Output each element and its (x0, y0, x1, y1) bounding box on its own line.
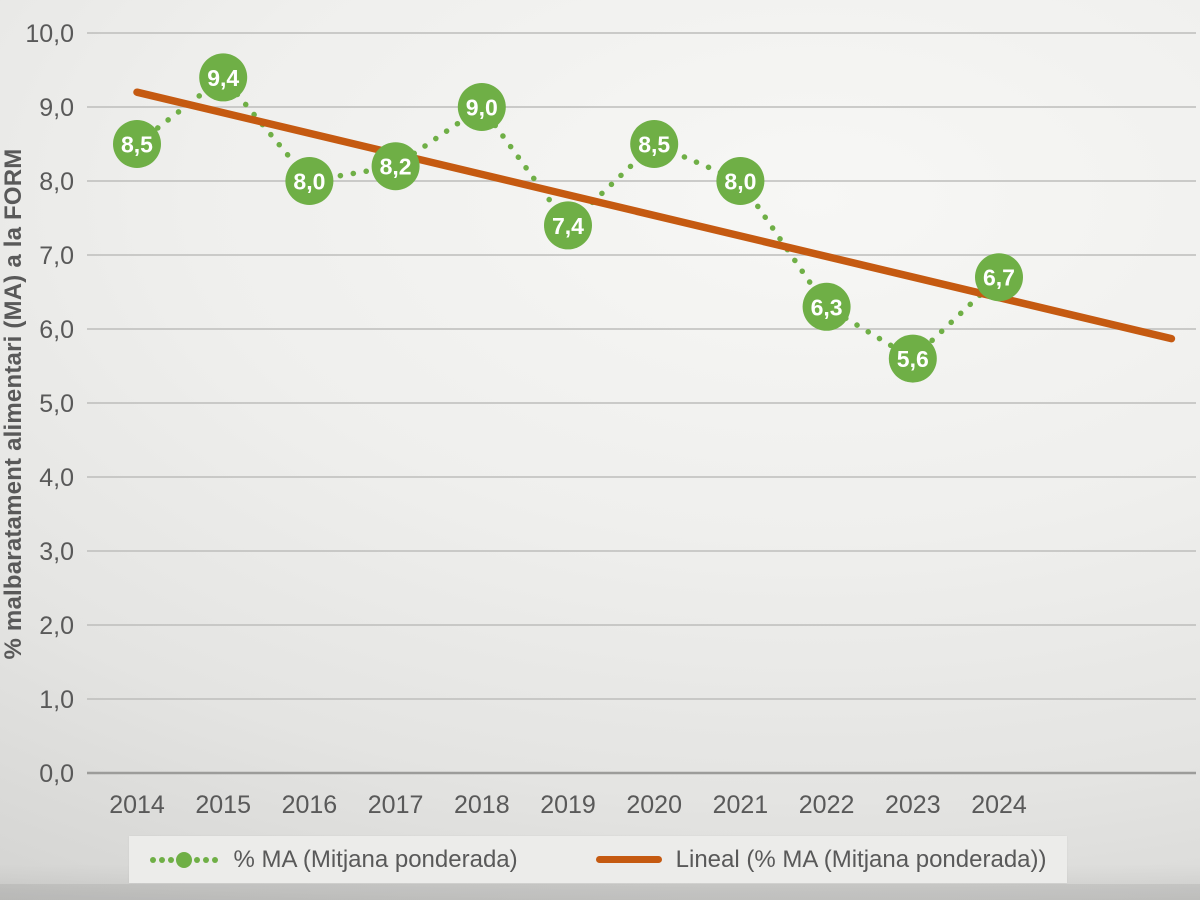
x-tick-label: 2021 (713, 791, 769, 819)
data-point-label: 8,0 (293, 169, 325, 195)
data-point-label: 9,4 (207, 65, 239, 91)
data-point-marker (975, 253, 1023, 302)
data-point-marker (630, 120, 679, 168)
y-tick-label: 6,0 (39, 316, 74, 344)
data-point-label: 8,5 (121, 132, 153, 158)
x-tick-label: 2024 (971, 791, 1027, 819)
data-point-label: 9,0 (466, 95, 498, 121)
data-point-label: 8,5 (638, 132, 670, 158)
legend-label-trend: Lineal (% MA (Mitjana ponderada)) (675, 845, 1047, 873)
series-dotted-line (134, 73, 1002, 363)
x-tick-label: 2018 (454, 791, 510, 819)
y-tick-label: 1,0 (39, 686, 74, 714)
y-axis-title: % malbaratament alimentari (MA) a la FOR… (0, 148, 27, 660)
y-tick-label: 2,0 (39, 612, 74, 640)
x-tick-label: 2023 (885, 791, 941, 819)
data-point-label: 8,0 (724, 169, 756, 195)
y-tick-label: 0,0 (39, 760, 74, 788)
legend: % MA (Mitjana ponderada) Lineal (% MA (M… (129, 836, 1067, 883)
data-point-marker (371, 142, 420, 191)
data-point-marker (888, 334, 937, 383)
data-point-label: 7,4 (552, 213, 584, 239)
legend-item-series: % MA (Mitjana ponderada) (149, 845, 518, 874)
y-tick-label: 7,0 (39, 242, 74, 270)
x-tick-label: 2017 (368, 791, 424, 819)
x-tick-label: 2014 (109, 791, 165, 819)
y-tick-label: 9,0 (39, 94, 74, 122)
bottom-edge-shadow (0, 884, 1200, 900)
x-tick-label: 2019 (540, 791, 596, 819)
legend-label-series: % MA (Mitjana ponderada) (233, 845, 518, 873)
x-tick-label: 2020 (626, 791, 682, 819)
data-point-label: 5,6 (897, 346, 929, 372)
y-tick-label: 3,0 (39, 538, 74, 566)
trend-line-legend-icon (595, 856, 662, 863)
y-tick-label: 4,0 (39, 464, 74, 492)
y-tick-label: 8,0 (39, 168, 74, 196)
data-point-label: 8,2 (380, 154, 412, 180)
x-tick-label: 2016 (282, 791, 338, 819)
x-tick-label: 2022 (799, 791, 855, 819)
data-point-label: 6,7 (983, 265, 1015, 291)
dotted-line-legend-icon (150, 851, 219, 868)
x-tick-label: 2015 (195, 791, 251, 819)
data-point-marker (285, 157, 334, 205)
y-tick-label: 5,0 (39, 390, 74, 418)
data-point-marker (113, 120, 161, 168)
data-point-marker (802, 282, 851, 331)
y-tick-label: 10,0 (25, 20, 74, 48)
data-point-marker (716, 157, 765, 205)
data-point-label: 6,3 (811, 294, 843, 320)
data-point-marker (457, 83, 506, 131)
data-point-marker (544, 201, 592, 250)
data-point-marker (199, 53, 248, 102)
legend-item-trend: Lineal (% MA (Mitjana ponderada)) (595, 845, 1047, 874)
